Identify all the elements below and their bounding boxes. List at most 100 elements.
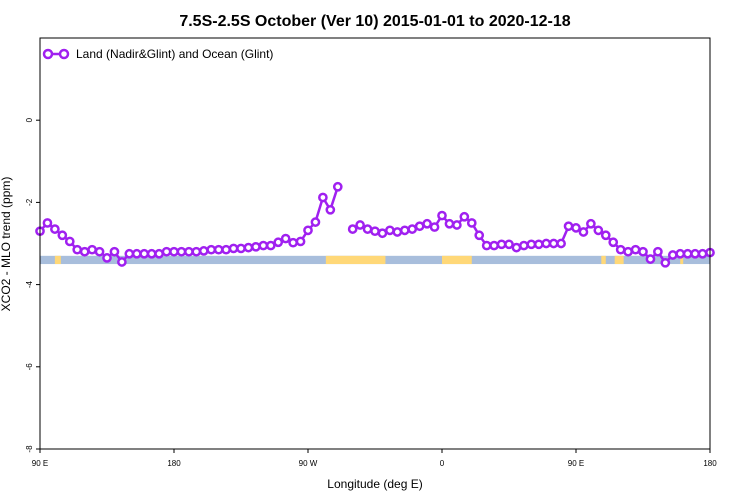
legend-marker-left xyxy=(42,48,54,60)
data-point xyxy=(429,222,440,232)
x-tick-label: 90 E xyxy=(32,459,48,468)
data-point xyxy=(377,228,388,239)
data-point xyxy=(303,225,313,236)
data-point xyxy=(332,181,343,192)
data-point xyxy=(72,244,83,255)
chart-title: 7.5S-2.5S October (Ver 10) 2015-01-01 to… xyxy=(179,13,570,30)
data-point xyxy=(280,233,291,244)
data-point xyxy=(221,244,231,255)
data-point xyxy=(362,224,373,234)
data-point xyxy=(161,246,172,257)
data-point xyxy=(79,246,90,257)
data-point xyxy=(206,244,217,255)
y-axis: 0 -2 -4 -6 -8 xyxy=(25,117,40,453)
y-tick-label: -2 xyxy=(25,198,34,206)
y-tick-label: -8 xyxy=(25,445,34,453)
land-band-segment xyxy=(442,255,472,265)
data-point xyxy=(452,220,462,230)
data-point xyxy=(385,225,395,236)
data-point xyxy=(191,246,202,257)
data-point xyxy=(57,230,68,241)
data-point xyxy=(660,257,671,268)
plot-frame xyxy=(39,37,711,450)
data-point xyxy=(154,248,164,259)
x-axis: 90 E 180 90 W 0 90 E 180 xyxy=(32,449,717,468)
data-point xyxy=(347,224,358,234)
data-point xyxy=(675,248,686,259)
x-tick-label: 180 xyxy=(703,459,717,468)
land-band-segment xyxy=(614,255,624,265)
data-point xyxy=(608,237,619,248)
data-point xyxy=(295,236,306,247)
data-point xyxy=(481,240,492,251)
y-tick-label: -6 xyxy=(25,363,34,371)
data-point xyxy=(50,224,60,234)
data-point xyxy=(459,211,470,222)
data-point xyxy=(288,237,298,248)
data-point xyxy=(117,257,127,267)
data-point xyxy=(615,244,626,255)
x-axis-label: Longitude (deg E) xyxy=(327,477,422,491)
data-point xyxy=(697,248,708,259)
data-point xyxy=(42,218,53,228)
data-point xyxy=(667,250,678,260)
data-point xyxy=(236,243,246,254)
data-point xyxy=(489,240,499,251)
data-point xyxy=(571,223,581,233)
data-point xyxy=(198,246,209,256)
data-point xyxy=(94,246,105,257)
y-tick-label: -4 xyxy=(25,280,34,288)
data-point xyxy=(139,248,150,259)
data-point xyxy=(496,239,507,250)
x-tick-label: 0 xyxy=(440,459,445,468)
data-point xyxy=(124,248,135,259)
data-point xyxy=(265,240,276,251)
x-tick-label: 90 W xyxy=(299,459,318,468)
data-point xyxy=(318,192,328,203)
land-band-segment xyxy=(680,255,684,265)
data-point xyxy=(653,246,663,257)
data-point xyxy=(422,218,432,229)
data-point xyxy=(273,237,284,248)
data-point xyxy=(146,248,157,259)
y-axis-label: XCO2 - MLO trend (ppm) xyxy=(0,177,13,312)
data-point xyxy=(444,218,455,229)
data-point xyxy=(504,239,514,250)
data-point xyxy=(213,244,224,255)
data-point xyxy=(109,246,120,257)
data-point xyxy=(87,244,97,255)
data-point xyxy=(533,239,544,250)
land-band-segment xyxy=(325,255,386,265)
data-point xyxy=(243,242,254,253)
data-point xyxy=(228,243,239,254)
series-layer xyxy=(35,181,715,268)
land-band-segment xyxy=(601,255,606,265)
data-point xyxy=(414,221,425,232)
data-point xyxy=(325,204,336,215)
data-point xyxy=(399,225,410,236)
data-point xyxy=(437,210,447,221)
data-point xyxy=(258,240,269,251)
data-point xyxy=(176,246,187,257)
y-tick-label: 0 xyxy=(25,117,34,122)
data-point xyxy=(541,238,552,249)
data-point xyxy=(511,242,522,253)
data-point xyxy=(630,244,641,255)
x-tick-label: 180 xyxy=(167,459,181,468)
data-point xyxy=(64,236,75,247)
data-point xyxy=(690,248,700,259)
data-point xyxy=(526,239,537,250)
data-point xyxy=(392,227,403,237)
data-point xyxy=(600,230,611,241)
data-point xyxy=(474,230,485,241)
legend: Land (Nadir&Glint) and Ocean (Glint) xyxy=(42,47,273,61)
x-tick-label: 90 E xyxy=(568,459,584,468)
data-point xyxy=(355,220,365,230)
legend-entry-label: Land (Nadir&Glint) and Ocean (Glint) xyxy=(76,47,273,61)
data-point xyxy=(184,246,194,257)
data-point xyxy=(548,238,559,249)
data-point xyxy=(370,226,380,237)
data-point xyxy=(563,221,574,232)
data-point xyxy=(638,246,648,257)
